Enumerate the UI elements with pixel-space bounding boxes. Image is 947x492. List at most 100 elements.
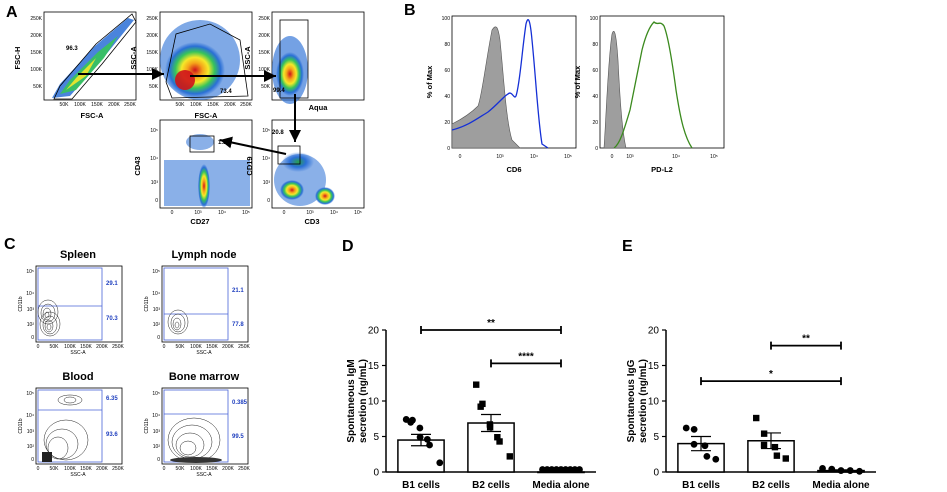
svg-text:250K: 250K xyxy=(124,102,136,108)
data-point xyxy=(506,453,513,460)
svg-text:200K: 200K xyxy=(30,33,42,39)
histogram-pd-l2: 0 20 40 60 80 100 0 10³ 10⁴ 10⁵ % of Max… xyxy=(573,15,725,174)
panel-label-c: C xyxy=(4,236,16,253)
svg-text:100K: 100K xyxy=(146,67,158,73)
contour-plot-bone-marrow: Bone marrow 0.385 99.5 0 10² 10³ 10⁴ 10⁵… xyxy=(144,371,250,478)
svg-text:10⁴: 10⁴ xyxy=(530,154,538,160)
y-tick-label: 10 xyxy=(368,397,380,408)
plot-ssc-a-vs-fsc-a: 73.4 250K 200K 150K 100K 50K 50K 100K 15… xyxy=(129,11,252,120)
svg-text:20: 20 xyxy=(592,120,598,126)
data-point xyxy=(856,467,863,475)
plot-fsc-h-vs-fsc-a: 96.3 250K 200K 150K 100K 50K 50K 100K 15… xyxy=(13,11,137,120)
svg-text:0: 0 xyxy=(447,146,450,152)
svg-text:10⁵: 10⁵ xyxy=(152,269,160,275)
ylabel-hist2: % of Max xyxy=(573,65,582,98)
svg-text:10²: 10² xyxy=(153,444,161,450)
svg-text:10²: 10² xyxy=(27,322,35,328)
gate-pct-fsc: 96.3 xyxy=(66,46,78,52)
plot-cd19-vs-cd3: 20.8 0 10³ 10⁴ 10⁵ 0 10³ 10⁴ 10⁵ CD19 CD… xyxy=(245,119,365,226)
svg-text:0: 0 xyxy=(163,466,166,472)
significance-label: * xyxy=(769,369,773,380)
xticks-plot4: 0 10³ 10⁴ 10⁵ xyxy=(171,210,250,216)
y-tick-label: 20 xyxy=(368,326,380,337)
svg-text:10³: 10³ xyxy=(153,429,161,435)
xticks-hist1: 0 10³ 10⁴ 10⁵ xyxy=(459,154,572,160)
yticks-plot1: 250K 200K 150K 100K 50K xyxy=(30,16,42,90)
xlabel-plot5: CD3 xyxy=(304,217,319,226)
x-tick-label: B2 cells xyxy=(752,480,790,491)
svg-text:10³: 10³ xyxy=(151,180,159,186)
data-point xyxy=(753,414,760,422)
svg-text:50K: 50K xyxy=(60,102,70,108)
data-point xyxy=(773,452,781,459)
svg-text:100K: 100K xyxy=(64,344,76,350)
svg-text:250K: 250K xyxy=(258,16,270,22)
xlabel-spleen: SSC-A xyxy=(70,350,86,356)
svg-text:10⁵: 10⁵ xyxy=(152,391,160,397)
data-point xyxy=(837,467,845,474)
svg-text:10⁵: 10⁵ xyxy=(26,269,34,275)
x-tick-label: B2 cells xyxy=(472,480,510,491)
xlabel-plot3: Aqua xyxy=(309,103,329,112)
svg-text:250K: 250K xyxy=(112,466,124,472)
data-point xyxy=(828,465,836,473)
xlabel-plot4: CD27 xyxy=(190,217,209,226)
svg-text:100K: 100K xyxy=(30,67,42,73)
panel-label-b: B xyxy=(404,2,416,19)
svg-text:100K: 100K xyxy=(190,466,202,472)
svg-text:10³: 10³ xyxy=(626,154,634,160)
panel-c: Spleen 29.1 70.3 0 10² 10³ 10⁴ 10⁵ 0 50K… xyxy=(18,249,250,478)
panel-label-d: D xyxy=(342,238,354,255)
pct-lower-lymph-node: 77.8 xyxy=(232,322,244,328)
svg-text:150K: 150K xyxy=(80,466,92,472)
svg-text:100K: 100K xyxy=(190,344,202,350)
xticks-plot1: 50K 100K 150K 200K 250K xyxy=(60,102,137,108)
data-point xyxy=(494,434,501,441)
ylabel-plot3: SSC-A xyxy=(243,46,252,70)
svg-text:150K: 150K xyxy=(206,466,218,472)
svg-text:40: 40 xyxy=(444,94,450,100)
data-point xyxy=(416,433,424,441)
svg-text:10³: 10³ xyxy=(496,154,504,160)
svg-text:10⁵: 10⁵ xyxy=(150,128,158,134)
ylabel-plot4: CD43 xyxy=(133,156,142,175)
significance-label: **** xyxy=(518,351,534,362)
svg-text:200K: 200K xyxy=(108,102,120,108)
y-tick-label: 5 xyxy=(653,432,659,443)
xlabel-hist2: PD-L2 xyxy=(651,165,673,174)
svg-text:0: 0 xyxy=(37,466,40,472)
svg-text:250K: 250K xyxy=(240,102,252,108)
pct-upper-blood: 6.35 xyxy=(106,396,118,402)
ylabel-plot2: SSC-A xyxy=(129,46,138,70)
svg-text:10⁴: 10⁴ xyxy=(330,210,338,216)
svg-text:200K: 200K xyxy=(96,344,108,350)
data-point xyxy=(486,424,494,431)
pct-lower-blood: 93.6 xyxy=(106,432,118,438)
pct-upper-bone-marrow: 0.385 xyxy=(232,400,248,406)
x-tick-label: Media alone xyxy=(812,480,870,491)
xlabel-lymph-node: SSC-A xyxy=(196,350,212,356)
bar-chart-igm: 0 5 10 15 20 Spontaneous IgMsecretion (ng/mL)… xyxy=(346,318,596,491)
svg-text:250K: 250K xyxy=(112,344,124,350)
ylabel-spleen: CD11b xyxy=(18,296,24,311)
svg-text:60: 60 xyxy=(444,68,450,74)
xlabel-plot1: FSC-A xyxy=(81,111,104,120)
svg-text:50K: 50K xyxy=(50,344,60,350)
significance-label: ** xyxy=(487,318,495,329)
svg-text:10⁵: 10⁵ xyxy=(242,210,250,216)
svg-text:50K: 50K xyxy=(176,344,186,350)
y-tick-label: 15 xyxy=(648,361,660,372)
svg-text:10³: 10³ xyxy=(153,307,161,313)
pct-lower-bone-marrow: 99.5 xyxy=(232,434,244,440)
svg-text:100: 100 xyxy=(442,16,451,22)
contour-plot-lymph-node: Lymph node 21.1 77.8 0 10² 10³ 10⁴ 10⁵ 0… xyxy=(144,249,250,356)
yticks-plot4: 0 10³ 10⁴ 10⁵ xyxy=(150,128,158,204)
plot-cd43-vs-cd27: 1.33 0 10³ 10⁴ 10⁵ 0 10³ 10⁴ 10⁵ CD43 CD… xyxy=(133,119,253,226)
panel-a: 96.3 250K 200K 150K 100K 50K 50K 100K 15… xyxy=(13,11,365,226)
svg-text:10⁴: 10⁴ xyxy=(152,413,160,419)
svg-text:80: 80 xyxy=(592,42,598,48)
x-tick-label: B1 cells xyxy=(402,480,440,491)
svg-text:50K: 50K xyxy=(50,466,60,472)
svg-text:0: 0 xyxy=(155,198,158,204)
bar-chart-igg: 0 5 10 15 20 Spontaneous IgGsecretion (ng/mL)… xyxy=(626,326,876,491)
